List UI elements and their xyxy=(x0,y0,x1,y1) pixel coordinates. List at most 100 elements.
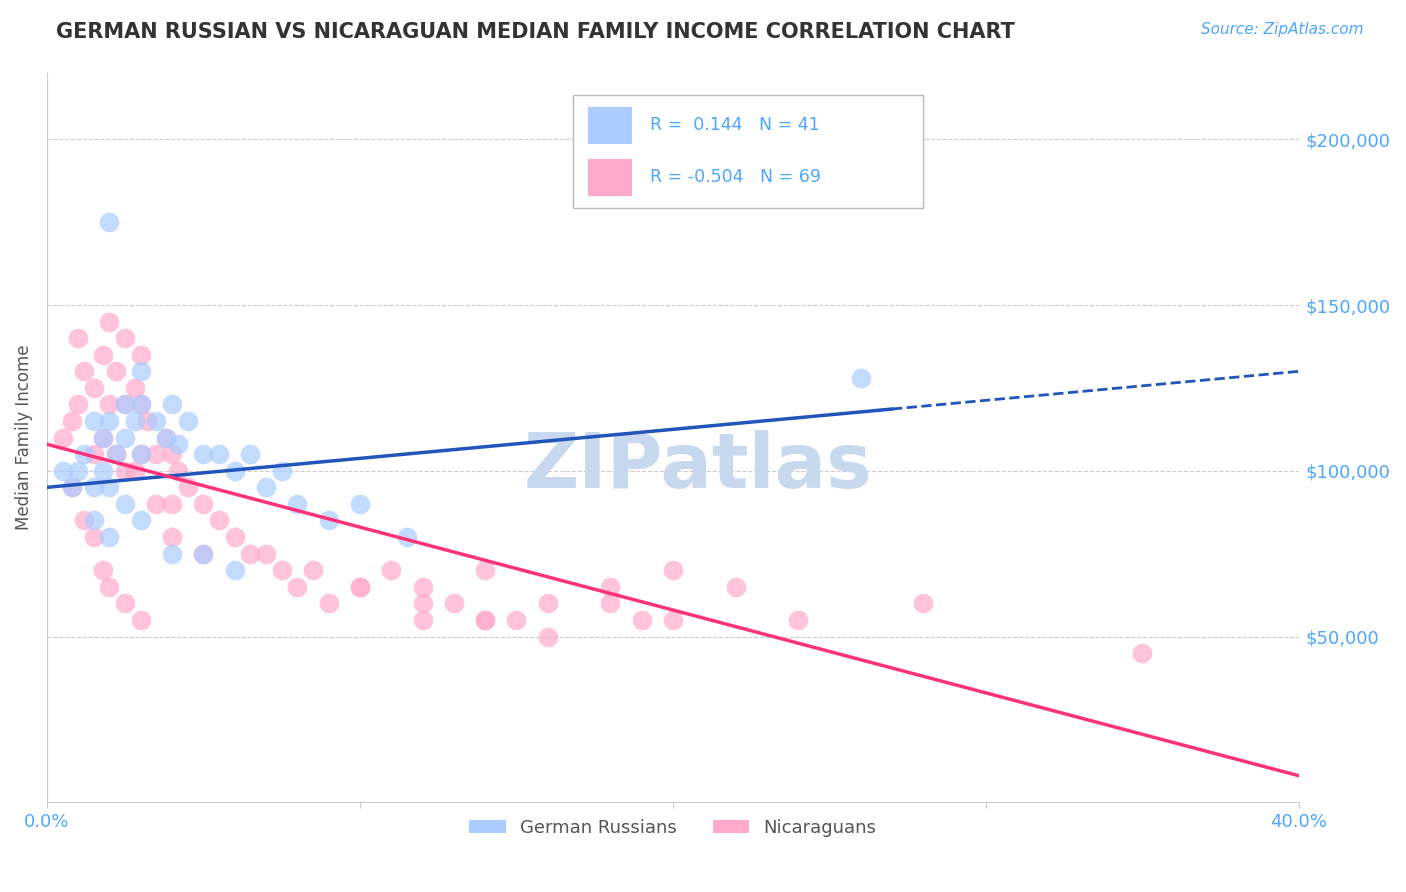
Point xyxy=(160,497,183,511)
Point xyxy=(167,464,190,478)
Point xyxy=(912,596,935,610)
Point xyxy=(114,397,136,411)
Point xyxy=(474,613,496,627)
Point xyxy=(114,497,136,511)
Point xyxy=(537,630,560,644)
Bar xyxy=(588,107,631,144)
Point xyxy=(505,613,527,627)
Point xyxy=(83,447,105,461)
Point xyxy=(662,613,685,627)
Point xyxy=(129,348,152,362)
Point xyxy=(136,414,159,428)
Point xyxy=(662,563,685,577)
Point xyxy=(155,431,177,445)
Point xyxy=(104,447,127,461)
Point xyxy=(599,596,621,610)
Point xyxy=(67,397,90,411)
Bar xyxy=(588,159,631,195)
Point xyxy=(129,613,152,627)
Point xyxy=(474,613,496,627)
Point xyxy=(114,331,136,345)
Point xyxy=(474,563,496,577)
Point xyxy=(285,580,308,594)
Point xyxy=(224,563,246,577)
Text: R =  0.144   N = 41: R = 0.144 N = 41 xyxy=(651,117,820,135)
Point xyxy=(254,480,277,494)
Point xyxy=(349,497,371,511)
Point xyxy=(443,596,465,610)
Point xyxy=(104,447,127,461)
Point xyxy=(224,530,246,544)
Point xyxy=(129,447,152,461)
Text: ZIPatlas: ZIPatlas xyxy=(523,430,872,504)
Point xyxy=(160,447,183,461)
Point xyxy=(98,580,121,594)
Point xyxy=(129,397,152,411)
Point xyxy=(177,414,200,428)
Point xyxy=(160,530,183,544)
Point xyxy=(411,613,433,627)
Point xyxy=(98,397,121,411)
FancyBboxPatch shape xyxy=(572,95,924,208)
Point xyxy=(91,563,114,577)
Point xyxy=(145,447,167,461)
Point xyxy=(60,480,83,494)
Point xyxy=(83,381,105,395)
Point xyxy=(129,397,152,411)
Point xyxy=(1132,646,1154,660)
Point xyxy=(98,315,121,329)
Point xyxy=(302,563,325,577)
Point xyxy=(114,464,136,478)
Point xyxy=(270,464,292,478)
Point xyxy=(91,431,114,445)
Point xyxy=(349,580,371,594)
Point xyxy=(73,364,96,378)
Point xyxy=(67,331,90,345)
Point xyxy=(83,414,105,428)
Point xyxy=(67,464,90,478)
Point xyxy=(599,580,621,594)
Point xyxy=(98,414,121,428)
Point xyxy=(91,348,114,362)
Point xyxy=(177,480,200,494)
Point xyxy=(114,596,136,610)
Point xyxy=(411,580,433,594)
Point xyxy=(51,431,73,445)
Point xyxy=(129,447,152,461)
Point xyxy=(129,514,152,528)
Point xyxy=(114,431,136,445)
Text: R = -0.504   N = 69: R = -0.504 N = 69 xyxy=(651,169,821,186)
Point xyxy=(104,364,127,378)
Point xyxy=(411,596,433,610)
Point xyxy=(380,563,402,577)
Point xyxy=(145,497,167,511)
Point xyxy=(193,547,215,561)
Point xyxy=(208,447,231,461)
Point xyxy=(51,464,73,478)
Point xyxy=(318,596,340,610)
Legend: German Russians, Nicaraguans: German Russians, Nicaraguans xyxy=(463,812,883,845)
Point xyxy=(193,497,215,511)
Point xyxy=(129,364,152,378)
Point xyxy=(787,613,810,627)
Point xyxy=(155,431,177,445)
Point xyxy=(395,530,418,544)
Point xyxy=(60,414,83,428)
Text: Source: ZipAtlas.com: Source: ZipAtlas.com xyxy=(1201,22,1364,37)
Point xyxy=(349,580,371,594)
Point xyxy=(114,397,136,411)
Point xyxy=(630,613,652,627)
Point xyxy=(239,547,262,561)
Point xyxy=(239,447,262,461)
Point xyxy=(91,464,114,478)
Point xyxy=(167,437,190,451)
Point xyxy=(98,215,121,229)
Point xyxy=(83,514,105,528)
Point xyxy=(224,464,246,478)
Point xyxy=(124,464,146,478)
Point xyxy=(83,480,105,494)
Point xyxy=(73,447,96,461)
Point xyxy=(849,371,872,385)
Point xyxy=(193,547,215,561)
Point xyxy=(160,547,183,561)
